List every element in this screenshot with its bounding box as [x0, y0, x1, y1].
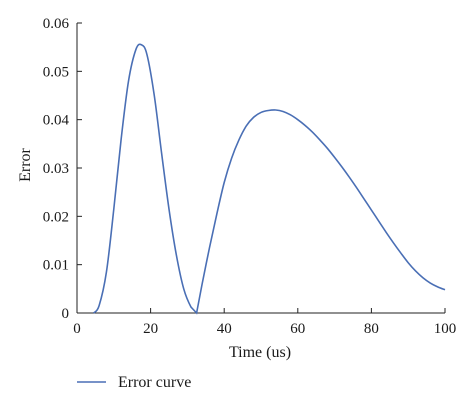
- x-tick-label: 20: [143, 321, 158, 337]
- y-tick-label: 0.03: [43, 161, 69, 177]
- y-tick-label: 0.06: [43, 16, 70, 32]
- x-tick-label: 100: [434, 321, 457, 337]
- legend-label-error-curve: Error curve: [118, 374, 191, 391]
- x-axis-title: Time (us): [229, 344, 291, 361]
- legend: Error curve: [77, 374, 191, 391]
- x-axis-ticks: 0 20 40 60 80 100: [73, 308, 456, 337]
- x-tick-label: 40: [217, 321, 232, 337]
- plot-area: [76, 23, 445, 314]
- series-layer: [92, 43, 446, 315]
- y-tick-label: 0.05: [43, 64, 69, 80]
- y-tick-label: 0.02: [43, 209, 69, 225]
- x-tick-label: 0: [73, 321, 81, 337]
- y-axis-title: Error: [17, 147, 34, 181]
- y-tick-label: 0.04: [43, 113, 70, 129]
- y-tick-label: 0: [62, 306, 70, 322]
- y-tick-label: 0.01: [43, 258, 69, 274]
- x-tick-label: 80: [364, 321, 379, 337]
- series-line-error-curve: [92, 43, 446, 315]
- x-tick-label: 60: [290, 321, 305, 337]
- y-axis-ticks: 0 0.01 0.02 0.03 0.04 0.05 0.06: [43, 16, 82, 322]
